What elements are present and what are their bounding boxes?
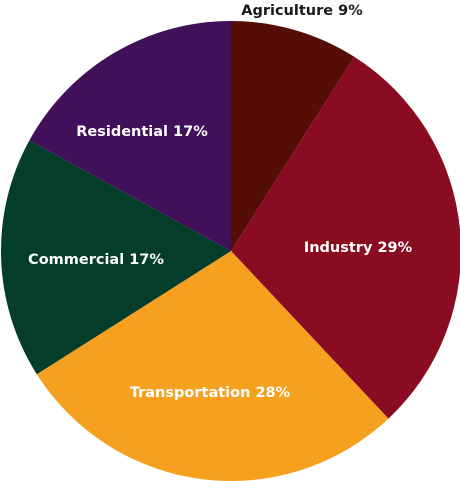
pie-label-residential: Residential 17% (76, 124, 208, 140)
pie-labels: Agriculture 9% Industry 29% Transportation… (28, 3, 413, 401)
pie-label-agriculture: Agriculture 9% (241, 3, 363, 19)
pie-label-commercial: Commercial 17% (28, 252, 164, 268)
pie-label-industry: Industry 29% (304, 240, 413, 256)
pie-slices (0, 21, 460, 481)
pie-slice-agriculture (231, 21, 355, 251)
pie-slice-transportation (36, 251, 389, 481)
pie-slice-residential (29, 21, 232, 251)
pie-slice-commercial (0, 140, 231, 375)
pie-label-transportation: Transportation 28% (130, 385, 291, 401)
pie-slice-industry (231, 56, 460, 419)
